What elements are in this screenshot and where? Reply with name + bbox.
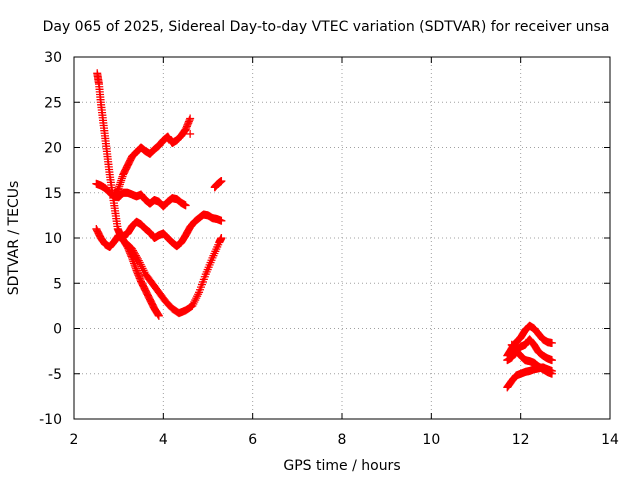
data-point [192, 294, 201, 303]
data-point [129, 248, 138, 257]
data-series [110, 114, 195, 202]
y-tick-label: 5 [53, 276, 62, 292]
data-point [190, 297, 199, 306]
y-tick-label: 30 [44, 50, 62, 66]
data-point [186, 114, 195, 123]
data-series [186, 129, 195, 138]
y-tick-label: 15 [44, 186, 62, 202]
y-tick-label: 20 [44, 141, 62, 157]
data-series [121, 234, 226, 318]
data-point [138, 264, 147, 273]
data-point [194, 290, 203, 299]
data-point [217, 234, 226, 242]
data-point [129, 246, 138, 255]
axes: 2 4 6 8 10 12 14 30 25 20 15 10 5 0 -5 -10 [39, 50, 619, 448]
y-tick-label: 0 [53, 322, 62, 338]
data-point [547, 356, 556, 365]
data-point [135, 258, 144, 267]
data-series [92, 210, 226, 252]
x-axis-label: GPS time / hours [283, 458, 400, 474]
y-tick-label: -10 [39, 412, 62, 428]
data-series [503, 321, 556, 360]
data-point [136, 260, 145, 269]
x-tick-label: 10 [422, 432, 440, 448]
data-point [132, 253, 141, 262]
x-tick-label: 8 [338, 432, 347, 448]
data-series [93, 69, 125, 241]
data-point [191, 296, 200, 305]
y-tick-label: 10 [44, 231, 62, 247]
x-tick-label: 6 [248, 432, 257, 448]
plot-frame [73, 56, 611, 420]
y-tick-label: -5 [48, 367, 62, 383]
data-series [503, 363, 556, 392]
grid-lines [74, 57, 610, 419]
data-points [92, 69, 556, 392]
data-series [507, 340, 556, 378]
y-tick-label: 25 [44, 95, 62, 111]
x-tick-label: 14 [601, 432, 619, 448]
data-point [139, 266, 148, 275]
data-series [210, 176, 226, 192]
data-point [134, 256, 143, 265]
data-point [131, 251, 140, 260]
data-point [217, 176, 226, 185]
data-point [186, 129, 195, 138]
data-point [130, 249, 139, 258]
data-point [547, 338, 556, 347]
data-point [137, 262, 146, 271]
data-point [547, 367, 556, 376]
x-tick-label: 4 [159, 432, 168, 448]
data-point [189, 299, 198, 308]
data-series [92, 179, 190, 211]
data-point [217, 216, 226, 225]
data-point [193, 292, 202, 301]
data-series [114, 232, 163, 320]
chart-title: Day 065 of 2025, Sidereal Day-to-day VTE… [43, 19, 610, 35]
data-point [181, 201, 190, 210]
data-point [188, 301, 197, 310]
x-tick-label: 2 [70, 432, 79, 448]
data-point [128, 244, 137, 253]
data-point [133, 254, 142, 263]
data-point [154, 311, 163, 320]
y-axis-label: SDTVAR / TECUs [6, 181, 22, 296]
x-tick-label: 12 [512, 432, 530, 448]
